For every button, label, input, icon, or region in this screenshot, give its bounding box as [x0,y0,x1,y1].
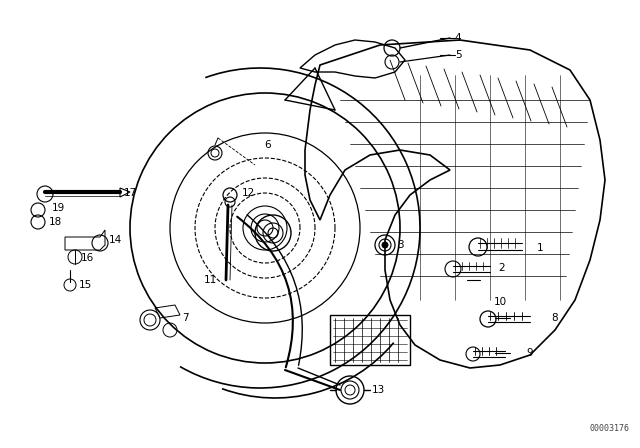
Text: 5: 5 [454,50,461,60]
Text: 7: 7 [182,313,188,323]
Text: 4: 4 [454,33,461,43]
Text: 14: 14 [108,235,122,245]
Text: 3: 3 [397,240,403,250]
Text: 17: 17 [124,188,136,198]
Text: 19: 19 [51,203,65,213]
Text: 8: 8 [552,313,558,323]
Circle shape [382,242,388,248]
Text: 1: 1 [537,243,543,253]
Text: 13: 13 [371,385,385,395]
Text: 16: 16 [81,253,93,263]
Text: 12: 12 [241,188,255,198]
Text: 00003176: 00003176 [590,424,630,433]
Text: 15: 15 [78,280,92,290]
Text: 11: 11 [204,275,216,285]
Text: 2: 2 [499,263,506,273]
Text: 9: 9 [527,348,533,358]
Text: 18: 18 [49,217,61,227]
Text: 10: 10 [493,297,507,307]
Text: 6: 6 [265,140,271,150]
